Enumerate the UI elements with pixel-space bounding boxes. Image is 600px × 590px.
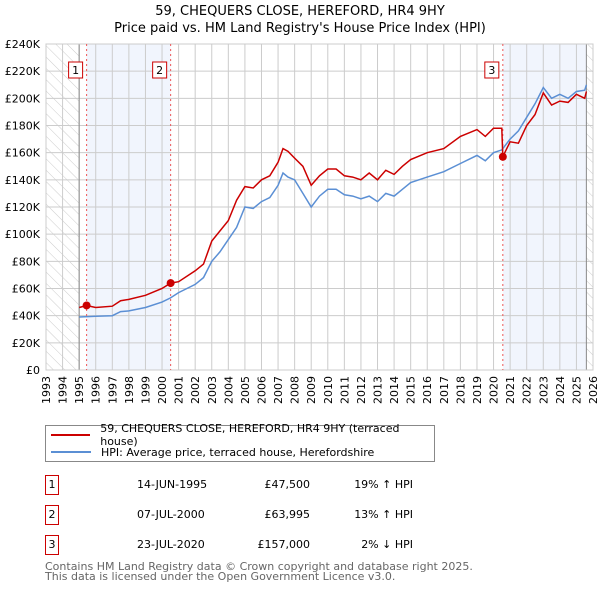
x-tick-label: 1996 [90, 376, 103, 404]
y-tick-label: £220K [5, 65, 41, 78]
x-tick-label: 2011 [338, 376, 351, 404]
footer-licence: This data is licensed under the Open Gov… [45, 570, 396, 583]
transaction-price: £47,500 [264, 478, 311, 491]
x-tick-label: 2019 [471, 376, 484, 404]
sale-label-box [152, 61, 168, 79]
x-tick-label: 2026 [587, 376, 600, 404]
transaction-price: £63,995 [264, 508, 311, 521]
sale-label: 3 [488, 64, 495, 77]
transaction-number: 2 [45, 505, 59, 525]
x-tick-label: 2024 [554, 376, 567, 404]
transaction-row: 1 14-JUN-1995 £47,500 19% ↑ HPI [45, 475, 465, 495]
transaction-row: 3 23-JUL-2020 £157,000 2% ↓ HPI [45, 535, 465, 555]
x-tick-label: 2002 [189, 376, 202, 404]
y-tick-label: £160K [5, 147, 41, 160]
x-tick-label: 2005 [239, 376, 252, 404]
sale-point [166, 279, 175, 288]
x-tick-label: 2010 [322, 376, 335, 404]
sale-point [82, 301, 91, 310]
transaction-row: 2 07-JUL-2000 £63,995 13% ↑ HPI [45, 505, 465, 525]
chart-legend: 59, CHEQUERS CLOSE, HEREFORD, HR4 9HY (t… [45, 422, 435, 462]
y-tick-label: £120K [5, 201, 41, 214]
x-tick-label: 2000 [156, 376, 169, 404]
x-tick-label: 1993 [40, 376, 53, 404]
transaction-date: 07-JUL-2000 [137, 508, 205, 521]
x-tick-label: 1998 [123, 376, 136, 404]
transaction-number: 1 [45, 475, 59, 495]
sale-label-box [68, 61, 84, 79]
x-tick-label: 1999 [139, 376, 152, 404]
transaction-number: 3 [45, 535, 59, 555]
legend-label: 59, CHEQUERS CLOSE, HEREFORD, HR4 9HY (t… [100, 422, 400, 448]
x-tick-label: 2025 [570, 376, 583, 404]
legend-label: HPI: Average price, terraced house, Here… [101, 445, 375, 459]
x-tick-label: 2013 [372, 376, 385, 404]
legend-swatch-blue [51, 451, 91, 453]
y-tick-label: £40K [12, 310, 41, 323]
x-tick-label: 2001 [173, 376, 186, 404]
chart-title: 59, CHEQUERS CLOSE, HEREFORD, HR4 9HY [155, 4, 445, 19]
footer-copyright: Contains HM Land Registry data © Crown c… [45, 560, 473, 573]
x-tick-label: 1997 [106, 376, 119, 404]
sale-label-box [484, 61, 500, 79]
sale-point [498, 152, 507, 161]
x-tick-label: 2020 [488, 376, 501, 404]
legend-item-property: 59, CHEQUERS CLOSE, HEREFORD, HR4 9HY (t… [51, 422, 434, 448]
x-tick-label: 2004 [222, 376, 235, 404]
y-tick-label: £100K [5, 228, 41, 241]
y-tick-label: £0 [26, 364, 40, 377]
y-tick-label: £240K [5, 38, 41, 51]
transaction-hpi: 2% ↓ HPI [361, 538, 413, 551]
sale-label: 1 [72, 64, 79, 77]
transaction-date: 23-JUL-2020 [137, 538, 205, 551]
y-tick-label: £200K [5, 92, 41, 105]
x-tick-label: 2009 [305, 376, 318, 404]
hpi-series-line [79, 84, 588, 318]
property-series-line [79, 91, 588, 309]
x-tick-label: 2014 [388, 376, 401, 404]
y-tick-label: £180K [5, 120, 41, 133]
plot-border [45, 43, 594, 371]
x-tick-label: 2015 [405, 376, 418, 404]
x-tick-label: 2007 [272, 376, 285, 404]
transaction-price: £157,000 [257, 538, 311, 551]
x-tick-label: 1995 [73, 376, 86, 404]
x-tick-label: 2018 [454, 376, 467, 404]
x-tick-label: 2021 [504, 376, 517, 404]
transaction-hpi: 13% ↑ HPI [354, 508, 413, 521]
x-tick-label: 2022 [521, 376, 534, 404]
x-tick-label: 1994 [57, 376, 70, 404]
x-tick-label: 2016 [421, 376, 434, 404]
y-tick-label: £20K [12, 337, 41, 350]
y-tick-label: £80K [12, 255, 41, 268]
chart-subtitle: Price paid vs. HM Land Registry's House … [114, 21, 486, 36]
x-tick-label: 2017 [438, 376, 451, 404]
y-tick-label: £140K [5, 174, 41, 187]
sale-label: 2 [156, 64, 163, 77]
legend-item-hpi: HPI: Average price, terraced house, Here… [51, 444, 374, 460]
x-tick-label: 2003 [206, 376, 219, 404]
y-tick-label: £60K [12, 283, 41, 296]
x-tick-label: 2006 [255, 376, 268, 404]
x-tick-label: 2023 [537, 376, 550, 404]
x-tick-label: 2012 [355, 376, 368, 404]
transaction-hpi: 19% ↑ HPI [354, 478, 413, 491]
x-tick-label: 2008 [289, 376, 302, 404]
legend-swatch-red [51, 434, 91, 436]
transaction-date: 14-JUN-1995 [137, 478, 208, 491]
